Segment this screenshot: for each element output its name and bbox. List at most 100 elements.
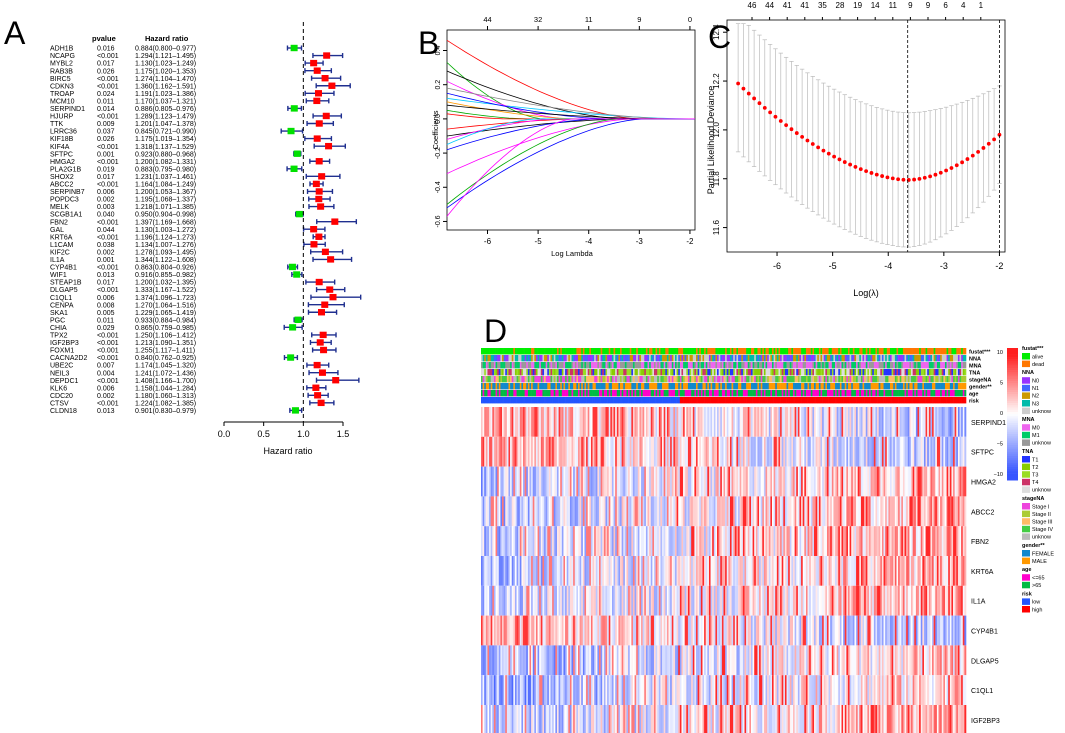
annotation-cell (626, 348, 629, 355)
annotation-cell (791, 348, 794, 355)
annotation-cell (584, 390, 587, 397)
heatmap-cell (566, 585, 569, 616)
annotation-cell (896, 390, 899, 397)
heatmap-cell (739, 436, 742, 467)
annotation-cell (481, 369, 483, 376)
heatmap-cell (555, 466, 558, 497)
annotation-cell (560, 348, 563, 355)
heatmap-cell (780, 466, 782, 497)
heatmap-cell (898, 466, 901, 497)
pvalue-label: 0.009 (97, 121, 115, 128)
heatmap-cell (920, 556, 923, 586)
annotation-cell (930, 362, 933, 369)
gene-label: UBE2C (50, 363, 73, 370)
annotation-cell (592, 362, 595, 369)
annotation-cell (704, 362, 707, 369)
annotation-cell (514, 397, 517, 404)
annotation-cell (487, 383, 490, 390)
heatmap-cell (675, 526, 677, 556)
heatmap-cell (915, 407, 918, 437)
heatmap-cell (485, 526, 488, 556)
annotation-cell (720, 348, 723, 355)
annotation-cell (922, 390, 925, 397)
heatmap-cell (754, 407, 757, 437)
annotation-cell (961, 362, 964, 369)
annotation-cell (810, 397, 813, 404)
heatmap-cell (683, 407, 685, 437)
heatmap-cell (492, 585, 495, 616)
heatmap-cell (712, 526, 715, 556)
heatmap-cell (943, 556, 946, 586)
annotation-cell (922, 397, 925, 404)
heatmap-cell (660, 496, 663, 527)
lasso-top-tick-label: 11 (585, 15, 593, 24)
heatmap-cell (623, 496, 626, 527)
heatmap-cell (502, 466, 504, 497)
annotation-cell (949, 348, 952, 355)
annotation-cell (529, 355, 532, 362)
heatmap-cell (644, 466, 647, 497)
annotation-cell (616, 397, 619, 404)
heatmap-cell (906, 496, 909, 527)
annotation-cell (704, 390, 707, 397)
heatmap-cell (679, 556, 682, 586)
heatmap-cell (893, 407, 896, 437)
annotation-cell (869, 376, 871, 383)
heatmap-cell (815, 466, 818, 497)
annotation-cell (759, 376, 761, 383)
heatmap-cell (890, 466, 892, 497)
annotation-cell (883, 397, 886, 404)
heatmap-cell (944, 496, 947, 527)
heatmap-cell (810, 526, 813, 556)
annotation-cell (510, 383, 513, 390)
heatmap-cell (857, 407, 860, 437)
heatmap-cell (524, 466, 527, 497)
annotation-cell (742, 383, 745, 390)
annotation-cell (531, 390, 534, 397)
annotation-cell (951, 348, 954, 355)
annotation-cell (632, 383, 635, 390)
annotation-cell (917, 383, 920, 390)
annotation-cell (928, 397, 931, 404)
heatmap-cell (957, 496, 960, 527)
heatmap-cell (860, 496, 863, 527)
annotation-cell (576, 376, 579, 383)
annotation-cell (689, 348, 692, 355)
annotation-cell (566, 362, 569, 369)
annotation-cell (780, 390, 782, 397)
hazard-ratio-point (328, 82, 336, 89)
heatmap-cell (801, 526, 804, 556)
annotation-cell (788, 369, 791, 376)
heatmap-cell (930, 526, 933, 556)
annotation-cell (901, 348, 904, 355)
annotation-cell (890, 348, 892, 355)
heatmap-cell (911, 466, 913, 497)
annotation-cell (738, 376, 740, 383)
cv-deviance-point (976, 150, 981, 154)
heatmap-cell (870, 466, 873, 497)
heatmap-cell (610, 436, 613, 467)
annotation-cell (865, 390, 868, 397)
annotation-cell (964, 397, 967, 404)
annotation-cell (734, 369, 737, 376)
heatmap-cell (723, 496, 726, 527)
heatmap-row-il1a (481, 585, 967, 616)
annotation-cell (571, 397, 574, 404)
heatmap-cell (801, 466, 804, 497)
annotation-cell (626, 362, 629, 369)
heatmap-cell (632, 526, 635, 556)
heatmap-cell (862, 526, 865, 556)
heatmap-cell (608, 526, 611, 556)
hazard-ratio-label: 1.175(1.019–1.354) (135, 136, 196, 143)
heatmap-cell (770, 436, 773, 467)
heatmap-cell (793, 436, 795, 467)
annotation-cell (484, 355, 487, 362)
heatmap-cell (492, 466, 495, 497)
cv-y-tick-label: 12.2 (712, 73, 721, 89)
annotation-cell (573, 397, 576, 404)
annotation-cell (645, 383, 648, 390)
gene-label: CTSV (50, 400, 69, 407)
heatmap-cell (526, 466, 529, 497)
annotation-cell (649, 397, 652, 404)
heatmap-cell (810, 407, 813, 437)
